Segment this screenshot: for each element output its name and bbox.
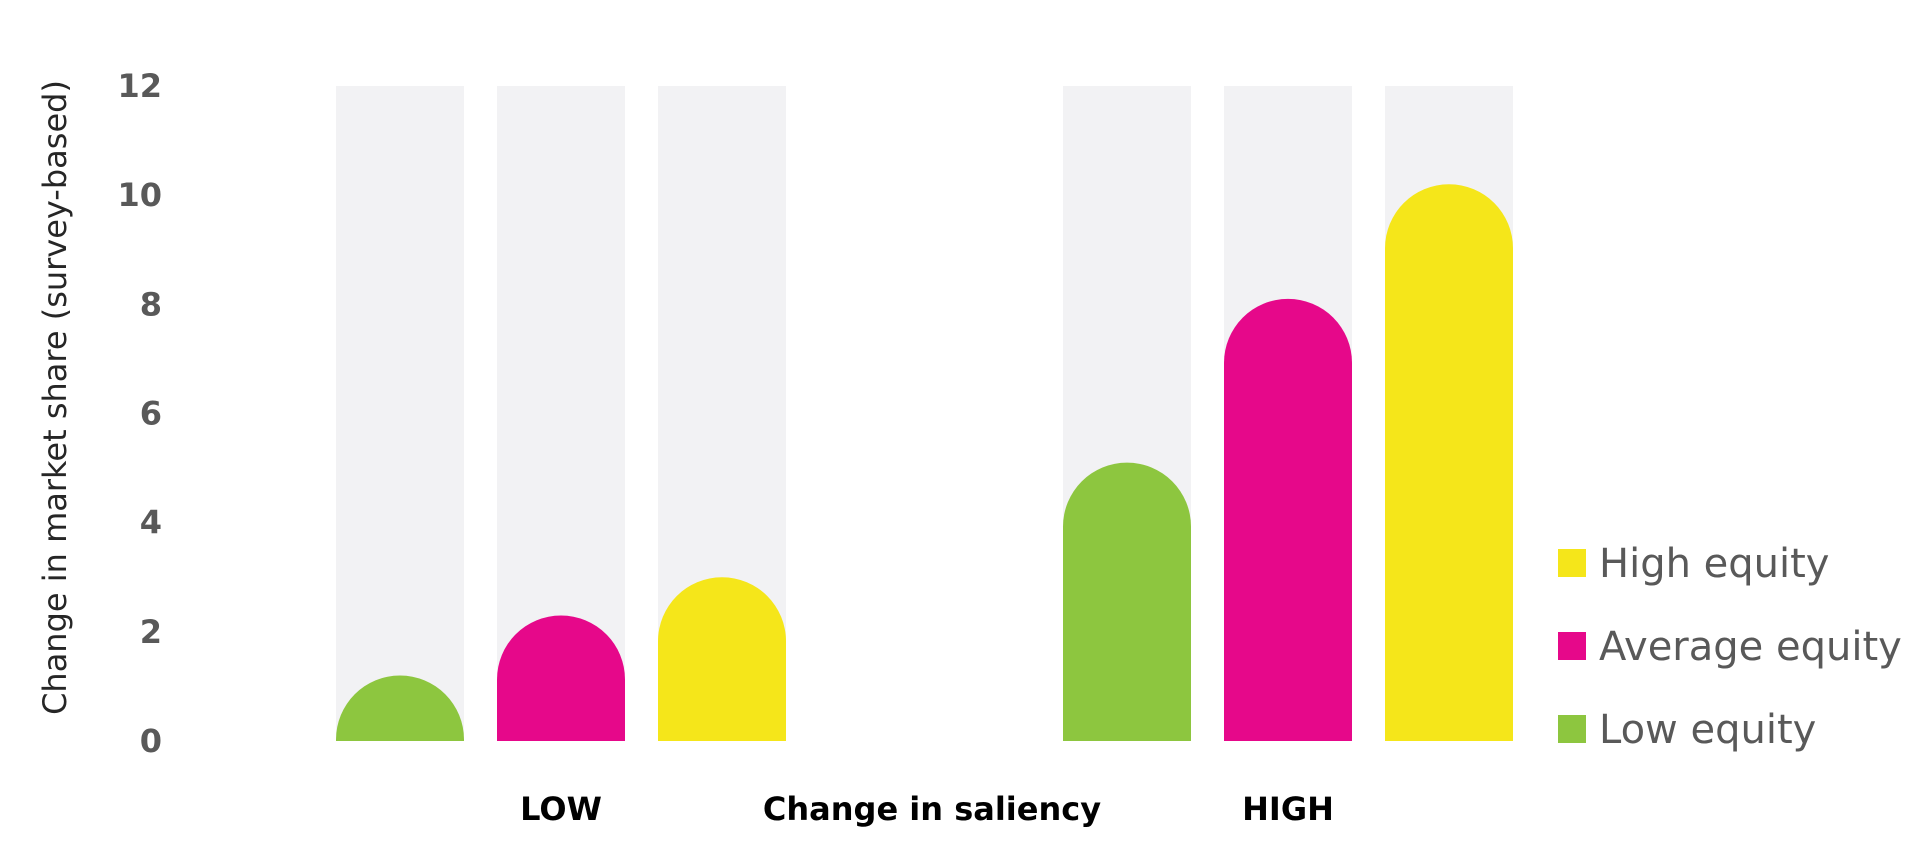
category-label-high: HIGH (1242, 790, 1334, 828)
legend: High equity Average equity Low equity (1558, 541, 1902, 753)
legend-label: High equity (1599, 541, 1829, 587)
y-tick-label: 0 (140, 722, 162, 760)
bar-average-equity-high (1224, 298, 1352, 741)
y-tick-label: 10 (117, 176, 162, 214)
legend-swatch (1558, 549, 1586, 577)
y-tick-label: 12 (117, 67, 162, 105)
bar-low-equity-high (1063, 462, 1191, 741)
category-label-low: LOW (520, 790, 602, 828)
legend-swatch (1558, 715, 1586, 743)
y-tick-label: 6 (140, 395, 162, 433)
y-axis-label: Change in market share (survey-based) (36, 80, 74, 715)
y-axis: 0 2 4 6 8 10 12 (117, 67, 162, 760)
y-tick-label: 8 (140, 285, 162, 323)
legend-label: Low equity (1599, 707, 1816, 753)
bar-high-equity-low (658, 577, 786, 741)
y-tick-label: 2 (140, 613, 162, 651)
y-tick-label: 4 (140, 504, 162, 542)
bar-track (336, 86, 464, 741)
bar-high-equity-high (1385, 184, 1513, 741)
legend-swatch (1558, 632, 1586, 660)
legend-label: Average equity (1599, 624, 1902, 670)
bar-low-equity-low (336, 675, 464, 741)
x-axis-label: Change in saliency (763, 790, 1101, 828)
bars (336, 184, 1513, 741)
bar-average-equity-low (497, 615, 625, 741)
